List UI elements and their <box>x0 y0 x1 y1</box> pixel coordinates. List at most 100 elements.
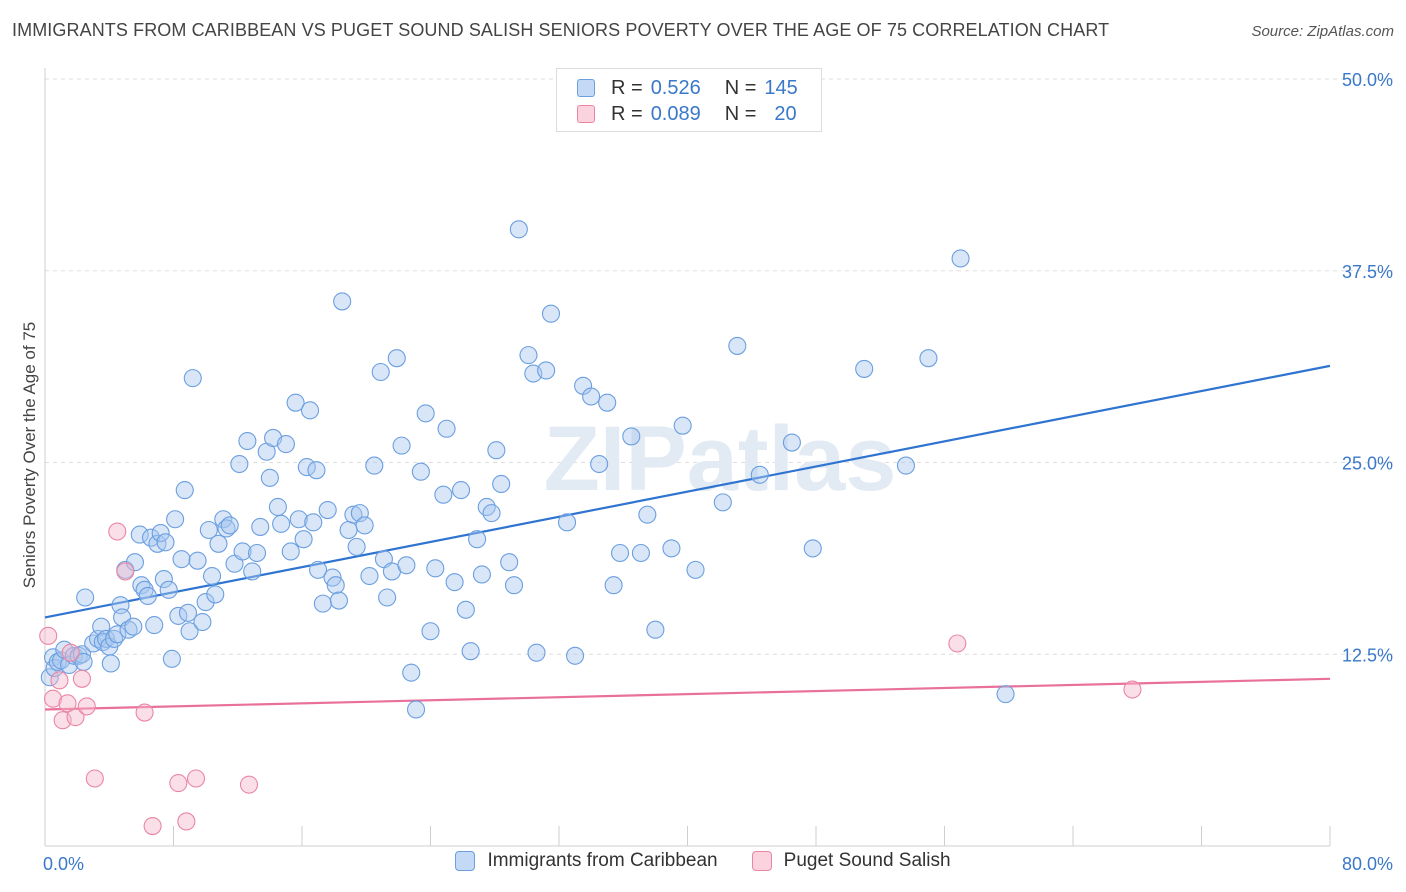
point-caribbean <box>230 454 249 474</box>
point-salish <box>77 697 96 716</box>
y-tick-label: 37.5% <box>1342 262 1393 282</box>
point-salish <box>108 522 127 541</box>
point-caribbean <box>378 588 397 607</box>
point-caribbean <box>527 643 546 662</box>
trend-line-caribbean <box>44 364 1331 619</box>
point-caribbean <box>238 431 257 451</box>
legend-label-salish: Puget Sound Salish <box>783 850 951 871</box>
point-caribbean <box>604 576 623 595</box>
point-caribbean <box>326 576 345 595</box>
point-caribbean <box>125 553 144 572</box>
trend-line-salish <box>44 677 1331 711</box>
point-caribbean <box>482 504 501 523</box>
point-caribbean <box>199 520 218 540</box>
point-caribbean <box>686 560 705 579</box>
point-caribbean <box>638 505 657 524</box>
legend-swatch-blue <box>577 79 595 97</box>
point-caribbean <box>387 349 406 368</box>
point-caribbean <box>500 553 519 572</box>
point-caribbean <box>166 510 185 529</box>
point-caribbean <box>728 336 747 355</box>
point-caribbean <box>646 620 665 639</box>
point-caribbean <box>156 533 175 552</box>
point-caribbean <box>582 387 601 406</box>
legend-r-label: R = <box>611 102 643 125</box>
point-caribbean <box>416 404 435 423</box>
legend-n-label: N = <box>724 76 757 99</box>
point-salish <box>50 671 69 690</box>
watermark: ZIPatlas <box>544 408 897 510</box>
point-caribbean <box>504 576 524 595</box>
legend-swatch-pink <box>751 851 772 871</box>
point-caribbean <box>392 436 411 455</box>
correlation-legend: R = 0.526 N = 145 R = 0.089 N = 20 <box>556 68 822 132</box>
point-caribbean <box>782 433 801 452</box>
point-caribbean <box>344 505 363 524</box>
point-caribbean <box>203 566 222 586</box>
point-caribbean <box>124 617 143 636</box>
point-caribbean <box>566 646 585 665</box>
point-salish <box>66 708 85 727</box>
point-caribbean <box>169 606 188 625</box>
point-caribbean <box>196 593 215 612</box>
point-salish <box>43 689 63 708</box>
legend-swatch-pink <box>577 105 595 123</box>
point-caribbean <box>151 524 170 543</box>
point-caribbean <box>178 603 198 622</box>
legend-label-caribbean: Immigrants from Caribbean <box>487 850 718 871</box>
point-caribbean <box>172 550 191 569</box>
point-caribbean <box>662 539 681 558</box>
point-caribbean <box>281 542 300 561</box>
legend-r-value: 0.089 <box>650 102 701 125</box>
point-caribbean <box>333 292 352 311</box>
legend-row-caribbean: R = 0.526 N = 145 <box>577 76 798 100</box>
y-tick-label: 50.0% <box>1342 70 1393 90</box>
legend-item-caribbean: Immigrants from Caribbean <box>455 850 718 872</box>
point-salish <box>1123 680 1142 699</box>
point-caribbean <box>472 565 491 584</box>
point-caribbean <box>294 530 313 549</box>
point-caribbean <box>268 497 287 517</box>
legend-r-label: R = <box>611 76 643 99</box>
point-caribbean <box>159 580 178 599</box>
point-caribbean <box>329 591 348 610</box>
point-salish <box>135 703 154 722</box>
point-caribbean <box>347 537 366 556</box>
point-caribbean <box>260 468 279 487</box>
point-caribbean <box>101 654 120 673</box>
point-caribbean <box>119 620 138 639</box>
point-caribbean <box>72 645 91 664</box>
point-caribbean <box>304 513 323 532</box>
y-tick-label: 25.0% <box>1342 454 1393 474</box>
point-caribbean <box>76 588 95 607</box>
legend-n-label: N = <box>724 102 757 125</box>
point-caribbean <box>421 622 440 641</box>
axes <box>44 68 1331 847</box>
point-caribbean <box>40 668 59 687</box>
point-caribbean <box>713 493 732 512</box>
point-caribbean <box>297 458 316 477</box>
point-caribbean <box>803 539 822 558</box>
point-caribbean <box>397 556 416 575</box>
point-salish <box>85 769 104 788</box>
point-caribbean <box>451 481 471 500</box>
point-caribbean <box>631 543 650 563</box>
point-caribbean <box>365 456 384 475</box>
point-caribbean <box>193 612 212 632</box>
point-caribbean <box>461 642 480 661</box>
point-caribbean <box>175 481 194 500</box>
x-tick-label-min: 0.0% <box>43 854 84 874</box>
point-caribbean <box>108 625 127 644</box>
point-caribbean <box>487 441 506 460</box>
point-caribbean <box>750 465 769 484</box>
point-caribbean <box>154 570 173 589</box>
point-caribbean <box>180 622 199 641</box>
point-caribbean <box>434 485 453 504</box>
point-caribbean <box>919 349 938 368</box>
point-salish <box>39 626 58 645</box>
point-caribbean <box>339 520 358 540</box>
point-caribbean <box>426 559 445 578</box>
chart-title: IMMIGRANTS FROM CARIBBEAN VS PUGET SOUND… <box>12 20 1110 40</box>
point-caribbean <box>233 542 252 561</box>
point-caribbean <box>598 393 617 412</box>
